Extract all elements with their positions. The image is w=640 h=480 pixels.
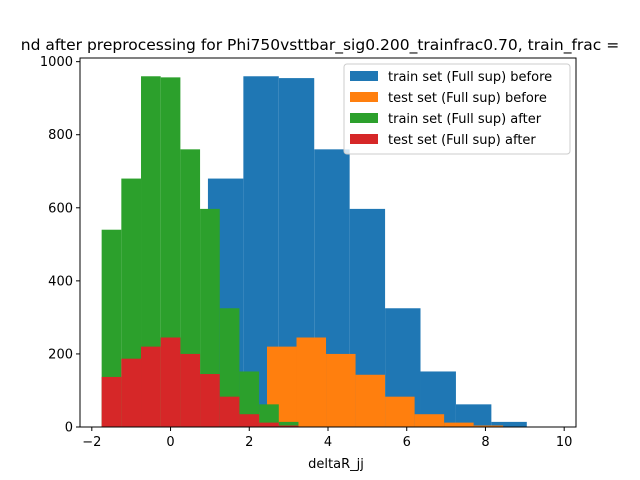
y-tick-label: 200	[48, 347, 73, 362]
bar	[444, 422, 474, 427]
bar	[219, 396, 240, 427]
bar	[355, 374, 386, 427]
x-tick-label: −2	[82, 435, 101, 450]
x-tick-label: 6	[403, 435, 411, 450]
bar	[326, 353, 356, 427]
legend-label: train set (Full sup) after	[388, 112, 542, 127]
y-tick-label: 800	[48, 128, 73, 143]
x-axis-label: deltaR_jj	[308, 457, 364, 472]
legend-swatch	[350, 92, 378, 102]
x-tick-label: 4	[324, 435, 332, 450]
legend-label: train set (Full sup) before	[388, 70, 552, 85]
bar	[239, 371, 260, 427]
x-axis: −2 0 2 4 6 8 10	[82, 427, 572, 450]
x-tick-label: 2	[245, 435, 253, 450]
y-tick-label: 0	[65, 421, 73, 436]
bar	[200, 374, 220, 427]
y-axis: 0 200 400 600 800 1000	[40, 55, 80, 436]
legend-swatch	[350, 113, 378, 123]
legend-swatch	[350, 134, 378, 144]
x-tick-label: 0	[166, 435, 174, 450]
legend-label: test set (Full sup) after	[388, 133, 536, 148]
bar	[121, 358, 142, 427]
histogram-bars	[101, 76, 563, 428]
bar	[455, 404, 492, 427]
legend: train set (Full sup) before test set (Ful…	[343, 63, 571, 155]
bar	[239, 414, 260, 427]
bar	[296, 337, 327, 427]
bar	[278, 425, 299, 427]
x-tick-label: 10	[556, 435, 573, 450]
legend-label: test set (Full sup) before	[388, 91, 547, 106]
bar	[160, 337, 181, 427]
y-tick-label: 400	[48, 274, 73, 289]
chart-title: nd after preprocessing for Phi750vsttbar…	[21, 36, 619, 55]
legend-swatch	[350, 71, 378, 81]
bar	[385, 396, 415, 427]
series-4	[101, 337, 299, 427]
bar	[141, 346, 161, 427]
bar	[414, 414, 445, 427]
bar	[473, 425, 504, 427]
bar	[141, 76, 161, 427]
bar	[200, 208, 220, 427]
bar	[101, 376, 122, 427]
x-tick-label: 8	[481, 435, 489, 450]
bar	[278, 421, 299, 427]
bar	[259, 422, 279, 427]
bar	[180, 353, 201, 427]
bar	[491, 421, 527, 427]
legend-box	[343, 63, 571, 155]
bar	[259, 404, 279, 427]
y-tick-label: 1000	[40, 55, 73, 70]
y-tick-label: 600	[48, 201, 73, 216]
